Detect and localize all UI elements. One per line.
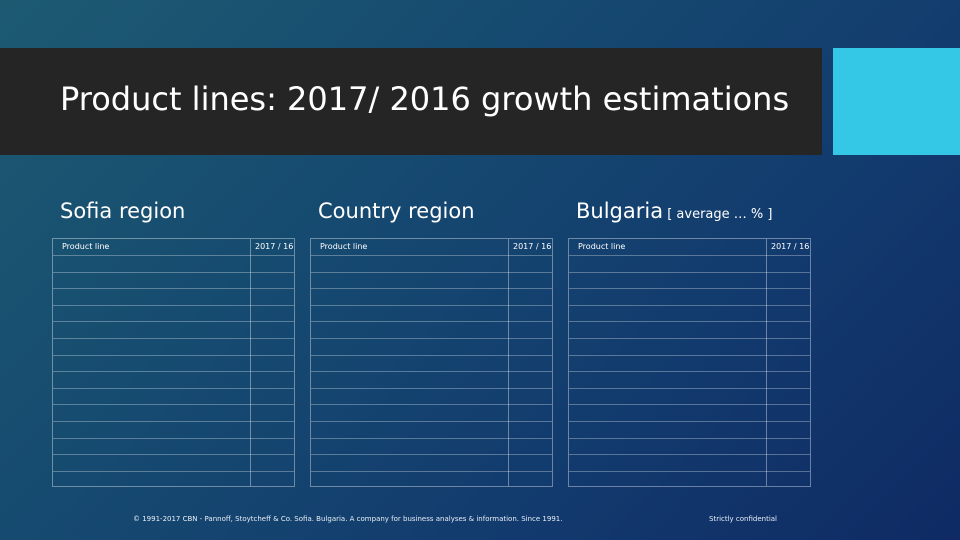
table-row (311, 421, 552, 422)
column-header-product-line: Product line (578, 242, 626, 251)
table-row (311, 437, 552, 439)
table-row (53, 321, 294, 323)
table-row (569, 321, 810, 323)
column-header-growth: 2017 / 16 (771, 242, 810, 251)
table-row (53, 271, 294, 273)
column-divider (766, 239, 767, 486)
table-row (53, 454, 294, 456)
table-row (569, 404, 810, 406)
table-row (569, 470, 810, 472)
table-row (53, 304, 294, 306)
table-row (569, 454, 810, 456)
table-row (311, 470, 552, 472)
table-row (311, 354, 552, 356)
footer-confidential: Strictly confidential (709, 515, 778, 523)
region-title-text: Bulgaria (576, 199, 664, 223)
column-divider (250, 239, 251, 486)
table-row (569, 255, 810, 256)
column-header-product-line: Product line (320, 242, 368, 251)
table-row (53, 437, 294, 439)
title-bar (0, 48, 822, 155)
table-row (311, 338, 552, 339)
region-title-bulgaria: Bulgaria [ average … % ] (576, 199, 772, 223)
column-header-growth: 2017 / 16 (255, 242, 294, 251)
table-row (569, 288, 810, 290)
region-title-suffix: [ average … % ] (663, 207, 773, 222)
slide-title: Product lines: 2017/ 2016 growth estimat… (60, 80, 790, 118)
region-title-country: Country region (318, 199, 475, 223)
table-row (311, 304, 552, 306)
table-row (569, 371, 810, 373)
table-row (53, 255, 294, 256)
table-row (53, 387, 294, 389)
column-header-growth: 2017 / 16 (513, 242, 552, 251)
table-row (53, 371, 294, 373)
table-row (311, 404, 552, 406)
table-row (53, 288, 294, 290)
column-divider (508, 239, 509, 486)
table-row (569, 271, 810, 273)
table-row (569, 354, 810, 356)
table-row (53, 338, 294, 339)
table-row (569, 304, 810, 306)
table-row (311, 255, 552, 256)
table-row (311, 454, 552, 456)
table-row (311, 288, 552, 290)
region-title-text: Country region (318, 199, 475, 223)
table-row (311, 371, 552, 373)
table-row (311, 387, 552, 389)
table-row (53, 470, 294, 472)
region-title-text: Sofia region (60, 199, 186, 223)
table-row (569, 338, 810, 339)
accent-box (833, 48, 960, 155)
table-row (53, 354, 294, 356)
table-country: Product line 2017 / 16 (310, 238, 553, 487)
region-title-sofia: Sofia region (60, 199, 185, 223)
table-row (311, 321, 552, 323)
column-header-product-line: Product line (62, 242, 110, 251)
table-row (569, 387, 810, 389)
table-sofia: Product line 2017 / 16 (52, 238, 295, 487)
table-row (53, 404, 294, 406)
footer-copyright: © 1991-2017 CBN - Pannoff, Stoytcheff & … (133, 515, 563, 523)
table-row (53, 421, 294, 422)
table-row (311, 271, 552, 273)
table-row (569, 437, 810, 439)
table-row (569, 421, 810, 422)
table-bulgaria: Product line 2017 / 16 (568, 238, 811, 487)
